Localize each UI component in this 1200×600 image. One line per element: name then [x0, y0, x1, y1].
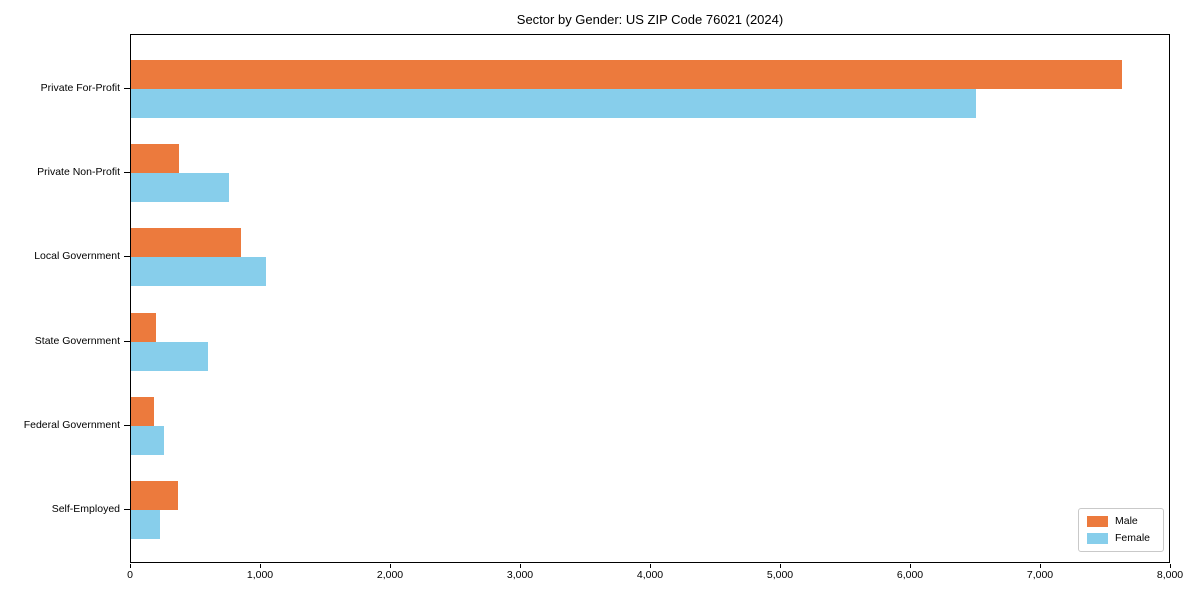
y-tick-mark	[124, 340, 130, 342]
x-tick-label: 1,000	[246, 569, 274, 581]
legend-swatch-female	[1087, 533, 1108, 544]
bar-male-federal-government	[131, 396, 155, 426]
bar-male-state-government	[131, 312, 156, 342]
bar-female-private-non-profit	[131, 173, 229, 203]
x-tick-label: 5,000	[766, 569, 794, 581]
legend-item-female: Female	[1079, 530, 1163, 547]
chart-title: Sector by Gender: US ZIP Code 76021 (202…	[516, 12, 784, 27]
x-tick-label: 4,000	[636, 569, 664, 581]
x-tick-mark	[1039, 564, 1041, 568]
y-tick-label-state-government: State Government	[34, 334, 120, 347]
x-tick-mark	[519, 564, 521, 568]
legend-label: Male	[1115, 515, 1138, 527]
bar-male-local-government	[131, 228, 241, 258]
plot-area	[130, 34, 1170, 563]
bar-female-state-government	[131, 341, 208, 371]
bar-female-federal-government	[131, 425, 165, 455]
y-tick-mark	[124, 172, 130, 174]
legend-swatch-male	[1087, 516, 1108, 527]
x-tick-label: 0	[127, 569, 133, 581]
x-tick-mark	[1169, 564, 1171, 568]
bar-female-private-for-profit	[131, 89, 976, 118]
x-tick-label: 3,000	[506, 569, 534, 581]
x-tick-mark	[779, 564, 781, 568]
y-tick-mark	[124, 424, 130, 426]
x-tick-label: 6,000	[896, 569, 924, 581]
bar-male-private-for-profit	[131, 60, 1123, 89]
legend-label: Female	[1115, 532, 1151, 544]
y-tick-label-private-for-profit: Private For-Profit	[40, 82, 120, 94]
x-tick-mark	[909, 564, 911, 568]
y-tick-label-private-non-profit: Private Non-Profit	[37, 166, 120, 179]
x-tick-mark	[389, 564, 391, 568]
x-tick-label: 2,000	[376, 569, 404, 581]
y-tick-mark	[124, 509, 130, 510]
x-tick-label: 7,000	[1026, 569, 1054, 581]
bar-female-local-government	[131, 257, 266, 287]
y-tick-mark	[124, 88, 130, 89]
x-tick-mark	[129, 564, 131, 568]
legend: Male Female	[1078, 508, 1164, 552]
bar-male-private-non-profit	[131, 144, 179, 174]
x-tick-mark	[259, 564, 261, 568]
legend-item-male: Male	[1079, 513, 1163, 530]
y-tick-label-local-government: Local Government	[34, 250, 120, 263]
bar-male-self-employed	[131, 481, 179, 510]
y-tick-mark	[124, 256, 130, 258]
y-tick-label-self-employed: Self-Employed	[51, 503, 120, 515]
y-tick-label-federal-government: Federal Government	[23, 418, 120, 431]
bar-female-self-employed	[131, 510, 161, 539]
x-tick-mark	[649, 564, 651, 568]
x-tick-label: 8,000	[1156, 569, 1184, 581]
